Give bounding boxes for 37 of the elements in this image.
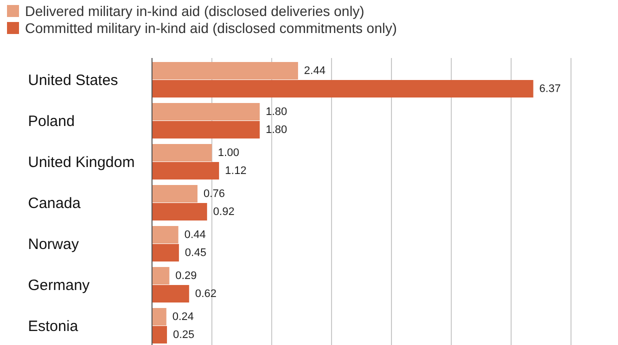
data-label: 6.37 [539, 83, 561, 95]
data-label: 0.45 [184, 247, 206, 259]
data-label: 1.80 [266, 124, 288, 136]
y-tick-label: United Kingdom [28, 154, 135, 171]
bar [152, 80, 534, 98]
bar [152, 226, 178, 244]
bar [152, 308, 166, 326]
y-tick-label: Germany [28, 277, 90, 294]
bar [152, 162, 220, 180]
data-label: 0.92 [213, 206, 234, 218]
data-label: 0.24 [172, 311, 194, 323]
bar [152, 203, 208, 220]
data-label: 1.12 [225, 165, 246, 177]
data-label: 0.62 [195, 288, 217, 300]
y-tick-label: Poland [28, 113, 75, 130]
y-tick-label: United States [28, 72, 118, 89]
bar [152, 144, 212, 162]
bar [152, 244, 179, 262]
data-label: 1.00 [218, 147, 240, 159]
data-label: 0.76 [203, 188, 225, 200]
bar [152, 285, 190, 302]
data-label: 0.44 [184, 229, 206, 241]
legend-label: Committed military in-kind aid (disclosed commitments only) [25, 20, 397, 36]
y-tick-label: Canada [28, 195, 82, 212]
data-label: 2.44 [304, 65, 326, 77]
data-label: 0.29 [175, 270, 197, 282]
bar [152, 326, 167, 344]
bar [152, 62, 298, 80]
y-tick-label: Estonia [28, 318, 79, 335]
data-label: 1.80 [266, 106, 288, 118]
data-label: 0.25 [172, 329, 194, 341]
bar [152, 185, 198, 202]
legend-label: Delivered military in-kind aid (disclosed deliveries only) [25, 3, 364, 19]
bar [152, 103, 260, 120]
bar [152, 121, 260, 138]
bar [152, 267, 170, 284]
y-tick-label: Norway [28, 236, 80, 253]
